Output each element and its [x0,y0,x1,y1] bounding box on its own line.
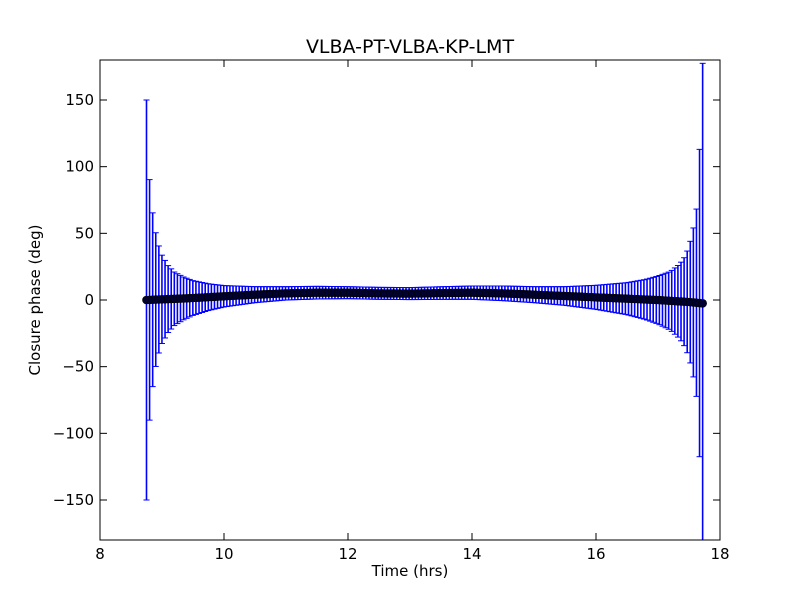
y-tick-label: 50 [75,224,94,242]
x-tick-label: 18 [710,545,729,563]
chart-title: VLBA-PT-VLBA-KP-LMT [306,36,515,58]
x-tick-label: 10 [214,545,233,563]
data-point [698,299,707,308]
x-axis-label: Time (hrs) [371,562,449,580]
y-tick-label: 0 [84,291,94,309]
y-tick-label: 100 [65,158,94,176]
x-tick-label: 12 [338,545,357,563]
x-tick-label: 14 [462,545,481,563]
y-axis-label: Closure phase (deg) [26,225,44,376]
x-tick-label: 8 [95,545,105,563]
y-tick-label: 150 [65,91,94,109]
y-axis: −150 −100 −50 0 50 100 150 [53,91,720,509]
y-tick-label: −50 [62,358,94,376]
x-axis: 8 10 12 14 16 18 [95,60,730,563]
y-tick-label: −100 [53,424,94,442]
x-tick-label: 16 [586,545,605,563]
y-tick-label: −150 [53,491,94,509]
